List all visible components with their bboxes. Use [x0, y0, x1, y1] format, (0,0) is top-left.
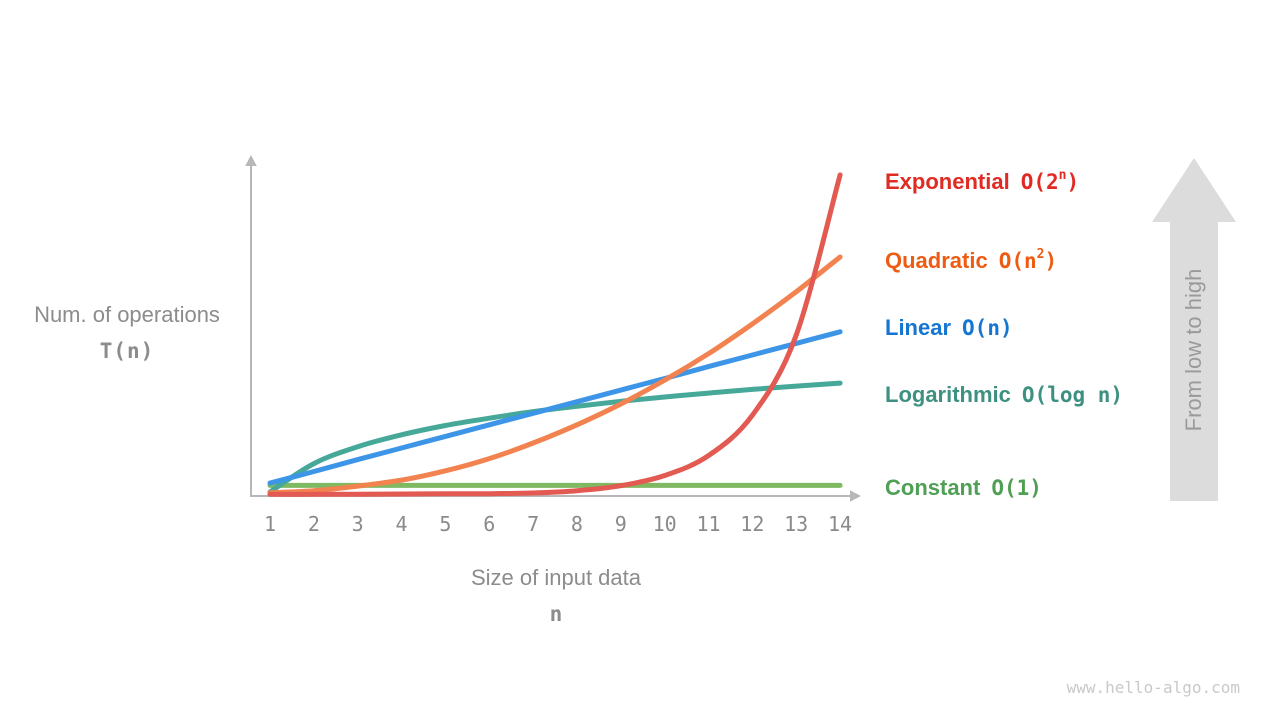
x-tick-label-3: 3 [351, 512, 364, 536]
x-tick-label-13: 13 [784, 512, 809, 536]
x-tick-label-8: 8 [570, 512, 583, 536]
legend-exponential-complexity: O(2n) [1020, 168, 1080, 194]
arrow-caption: From low to high [1181, 268, 1206, 432]
legend-logarithmic-label: Logarithmic [885, 382, 1011, 407]
y-axis-symbol: T(n) [99, 339, 155, 363]
x-tick-label-6: 6 [483, 512, 496, 536]
x-tick-label-12: 12 [740, 512, 765, 536]
x-axis-symbol: n [549, 602, 563, 626]
x-tick-label-4: 4 [395, 512, 408, 536]
x-tick-label-10: 10 [652, 512, 677, 536]
y-axis [245, 155, 257, 497]
y-axis-label-text: Num. of operations [34, 302, 220, 327]
x-axis-label: Size of input data n [400, 565, 712, 627]
x-tick-label-14: 14 [828, 512, 853, 536]
x-axis-arrowhead-icon [850, 490, 861, 502]
y-axis-label: Num. of operations T(n) [18, 302, 236, 364]
curve-logarithmic-o-log-n [267, 380, 843, 495]
legend-logarithmic-complexity: O(log n) [1021, 383, 1124, 407]
legend-linear-label: Linear [885, 315, 952, 340]
curve-quadratic-o-n-2 [267, 254, 843, 496]
from-low-to-high-arrow-icon [1152, 158, 1236, 501]
curve-linear-o-n [267, 329, 843, 486]
curve-exponential-o-2-n [267, 172, 843, 497]
x-tick-label-2: 2 [307, 512, 320, 536]
x-tick-label-7: 7 [527, 512, 540, 536]
legend-quadratic-complexity: O(n2) [998, 247, 1058, 273]
website-watermark: www.hello-algo.com [1066, 678, 1240, 697]
legend-quadratic: Quadratic O(n2) [885, 243, 1058, 273]
legend-exponential-label: Exponential [885, 169, 1010, 194]
legend-quadratic-label: Quadratic [885, 248, 988, 273]
x-tick-label-11: 11 [696, 512, 721, 536]
legend-logarithmic: Logarithmic O(log n) [885, 377, 1124, 407]
legend-linear-complexity: O(n) [962, 316, 1013, 340]
legend-constant-label: Constant [885, 475, 981, 500]
x-tick-label-9: 9 [614, 512, 627, 536]
x-tick-label-5: 5 [439, 512, 452, 536]
legend-constant-complexity: O(1) [991, 476, 1042, 500]
legend-constant: Constant O(1) [885, 470, 1042, 500]
legend-exponential: Exponential O(2n) [885, 164, 1080, 194]
y-axis-arrowhead-icon [245, 155, 257, 166]
curve-group [267, 172, 843, 497]
x-axis-label-text: Size of input data [470, 565, 641, 590]
legend-linear: Linear O(n) [885, 310, 1013, 340]
x-tick-label-1: 1 [263, 512, 277, 536]
